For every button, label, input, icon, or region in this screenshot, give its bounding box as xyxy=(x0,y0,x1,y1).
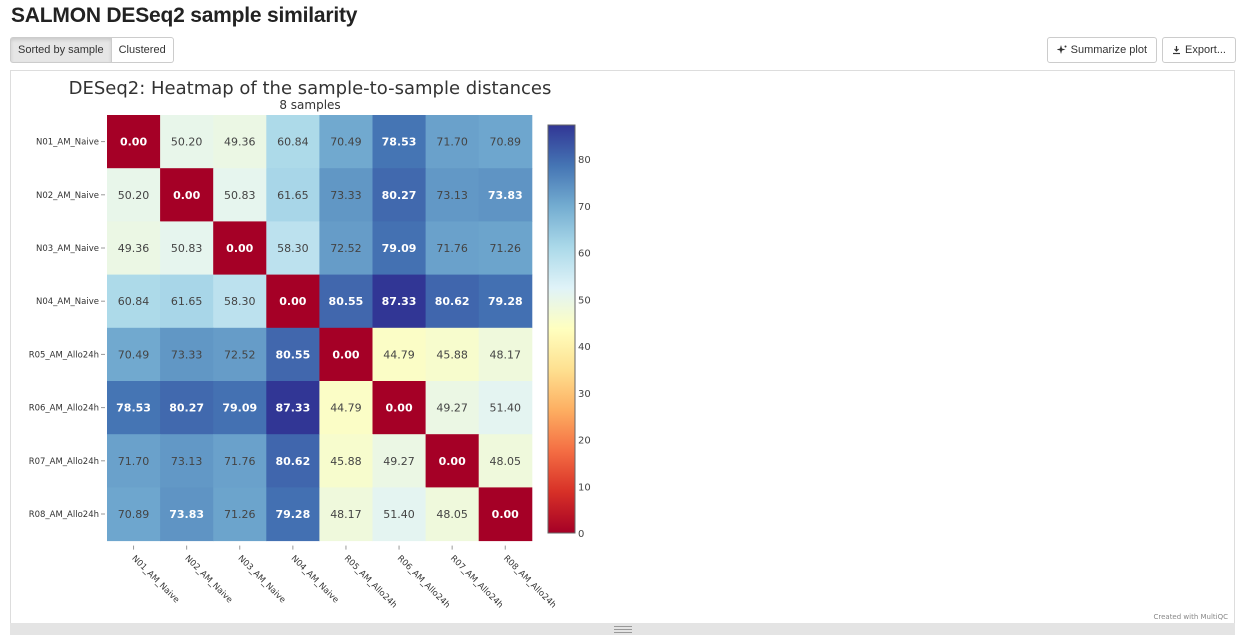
page-title: SALMON DESeq2 sample similarity xyxy=(11,4,358,27)
view-toggle: Sorted by sample Clustered xyxy=(10,37,174,63)
plot-container xyxy=(10,70,1235,624)
summarize-plot-button[interactable]: Summarize plot xyxy=(1046,37,1158,63)
export-button[interactable]: Export... xyxy=(1162,37,1236,63)
grip-icon xyxy=(613,626,632,633)
credit-text: Created with MultiQC xyxy=(1153,613,1228,621)
download-icon xyxy=(1173,46,1181,55)
export-label: Export... xyxy=(1185,44,1226,56)
sparkle-icon xyxy=(1056,45,1067,54)
sorted-by-sample-button[interactable]: Sorted by sample xyxy=(10,37,112,63)
clustered-button[interactable]: Clustered xyxy=(111,37,174,63)
plot-actions: Summarize plot Export... xyxy=(1046,37,1236,63)
summarize-plot-label: Summarize plot xyxy=(1070,44,1148,56)
resize-handle-bar[interactable] xyxy=(10,623,1235,635)
